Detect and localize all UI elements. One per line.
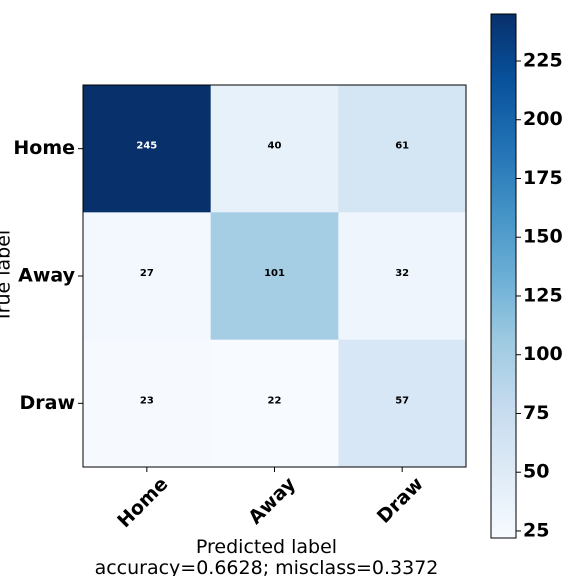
colorbar-tick-label: 25 xyxy=(523,519,549,541)
x-tick-label: Draw xyxy=(373,473,428,528)
y-axis-ticks: Home Away Draw xyxy=(13,137,83,414)
cell-value-label: 32 xyxy=(395,268,409,279)
colorbar-tick-label: 150 xyxy=(523,226,563,248)
x-axis-ticks: Home Away Draw xyxy=(113,467,428,532)
cell-value-labels: 245 40 61 27 101 32 23 22 57 xyxy=(136,141,409,407)
colorbar-tick-label: 225 xyxy=(523,49,563,71)
heatmap-cells xyxy=(83,85,467,468)
cell-value-label: 245 xyxy=(136,141,157,152)
heatmap-cell xyxy=(83,85,212,213)
cell-value-label: 27 xyxy=(140,268,154,279)
cell-value-label: 40 xyxy=(268,141,282,152)
colorbar-ticks: 25 50 75 100 125 150 175 200 225 xyxy=(516,49,563,541)
heatmap-cell xyxy=(83,339,212,468)
heatmap-cell xyxy=(83,212,212,341)
heatmap-cell xyxy=(338,339,467,468)
heatmap-cell xyxy=(338,212,467,341)
x-tick-label: Home xyxy=(113,473,172,532)
colorbar-tick-label: 100 xyxy=(523,343,563,365)
cell-value-label: 23 xyxy=(140,395,154,406)
heatmap-cell xyxy=(210,339,339,468)
heatmap-cell xyxy=(338,85,467,213)
y-tick-label: Home xyxy=(13,137,75,159)
cell-value-label: 57 xyxy=(395,395,409,406)
x-axis-metrics-label: accuracy=0.6628; misclass=0.3372 xyxy=(95,557,439,576)
x-tick-label: Away xyxy=(244,473,300,529)
colorbar-tick-label: 75 xyxy=(523,402,549,424)
x-axis-label: Predicted label xyxy=(196,536,337,558)
cell-value-label: 22 xyxy=(268,395,282,406)
colorbar-tick-label: 175 xyxy=(523,167,563,189)
colorbar-tick-label: 200 xyxy=(523,108,563,130)
y-tick-label: Draw xyxy=(19,392,75,414)
colorbar xyxy=(490,13,517,539)
colorbar-tick-label: 125 xyxy=(523,284,563,306)
heatmap-cell xyxy=(210,85,339,213)
colorbar-tick-label: 50 xyxy=(523,461,549,483)
cell-value-label: 61 xyxy=(395,141,409,152)
y-tick-label: Away xyxy=(18,265,75,287)
y-axis-label: True label xyxy=(0,230,15,323)
heatmap-cell xyxy=(210,212,339,341)
cell-value-label: 101 xyxy=(264,268,285,279)
